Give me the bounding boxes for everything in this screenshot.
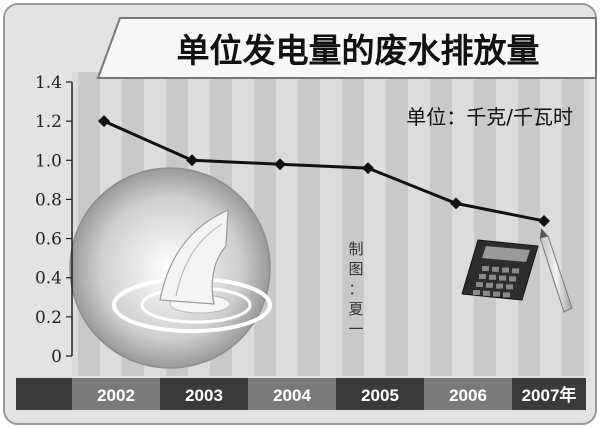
chart-credit: 制图 ： 夏一 bbox=[348, 240, 363, 338]
calculator-keys bbox=[473, 266, 519, 298]
y-tick-label: 0.8 bbox=[35, 190, 62, 210]
y-tick-label: 0.4 bbox=[35, 269, 62, 289]
x-band-block bbox=[16, 378, 72, 410]
y-tick-label: 0.2 bbox=[35, 308, 62, 328]
y-tick-label: 0.6 bbox=[35, 230, 62, 250]
unit-label: 单位：千克/千瓦时 bbox=[406, 105, 573, 129]
water-illustration bbox=[69, 167, 272, 369]
x-band-block bbox=[248, 378, 336, 410]
x-tick-label: 2006 bbox=[449, 386, 487, 405]
calculator-key bbox=[496, 283, 503, 289]
credit-char: 图 bbox=[348, 260, 363, 278]
water-stream bbox=[159, 209, 229, 305]
y-tick-label: 1.2 bbox=[35, 112, 62, 132]
calculator-key bbox=[506, 284, 513, 290]
credit-char: 夏 bbox=[348, 300, 363, 318]
calculator-key bbox=[473, 290, 480, 295]
x-band-block bbox=[424, 378, 512, 410]
x-tick-label: 2004 bbox=[273, 386, 311, 405]
water-stream-streak bbox=[175, 223, 223, 297]
data-point bbox=[450, 197, 462, 210]
data-series bbox=[98, 115, 550, 227]
credit-char: ： bbox=[348, 280, 363, 298]
pencil-tip bbox=[540, 228, 548, 238]
background-stripe bbox=[386, 72, 408, 376]
x-tick-label: 2002 bbox=[97, 386, 135, 405]
data-point bbox=[98, 115, 110, 128]
calculator-key bbox=[499, 275, 506, 281]
x-tick-label: 2007年 bbox=[522, 385, 577, 405]
background-stripe bbox=[474, 72, 496, 376]
calculator-key bbox=[492, 266, 499, 272]
y-tick-label: 1.0 bbox=[35, 151, 62, 171]
y-tick-label: 0 bbox=[51, 347, 62, 367]
calculator-key bbox=[503, 292, 510, 298]
series-line bbox=[103, 119, 545, 223]
y-tick-label: 1.4 bbox=[35, 73, 62, 93]
calculator-illustration bbox=[461, 228, 573, 313]
data-point bbox=[538, 214, 550, 227]
calculator-key bbox=[493, 291, 500, 297]
x-band-block bbox=[512, 378, 586, 410]
x-axis-band: 2002 2003 2004 2005 2006 2007年 bbox=[16, 378, 586, 410]
calculator-key bbox=[509, 276, 516, 282]
calculator-key bbox=[502, 267, 509, 273]
x-band-block bbox=[72, 378, 160, 410]
chart-title: 单位发电量的废水排放量 bbox=[177, 31, 540, 70]
x-tick-label: 2005 bbox=[361, 386, 399, 405]
calculator-key bbox=[479, 274, 486, 279]
background-stripe bbox=[518, 72, 540, 376]
calculator-key bbox=[489, 274, 496, 280]
data-point bbox=[186, 154, 198, 167]
calculator-key bbox=[512, 268, 519, 274]
credit-char: 一 bbox=[348, 320, 363, 338]
background-stripe bbox=[430, 72, 452, 376]
calculator-screen bbox=[482, 246, 530, 262]
calculator-key bbox=[483, 290, 490, 296]
credit-char: 制 bbox=[348, 240, 363, 258]
y-tick-labels: 0 0.2 0.4 0.6 0.8 1.0 1.2 1.4 bbox=[35, 73, 72, 367]
data-point bbox=[362, 162, 374, 175]
x-band-block bbox=[160, 378, 248, 410]
calculator-key bbox=[476, 282, 483, 287]
data-point bbox=[274, 158, 286, 171]
title-banner bbox=[96, 17, 597, 79]
background-stripe bbox=[298, 72, 320, 376]
x-tick-label: 2003 bbox=[185, 386, 223, 405]
calculator-key bbox=[482, 266, 489, 271]
calculator-key bbox=[486, 282, 493, 288]
x-band-block bbox=[336, 378, 424, 410]
background-stripe bbox=[342, 72, 364, 376]
